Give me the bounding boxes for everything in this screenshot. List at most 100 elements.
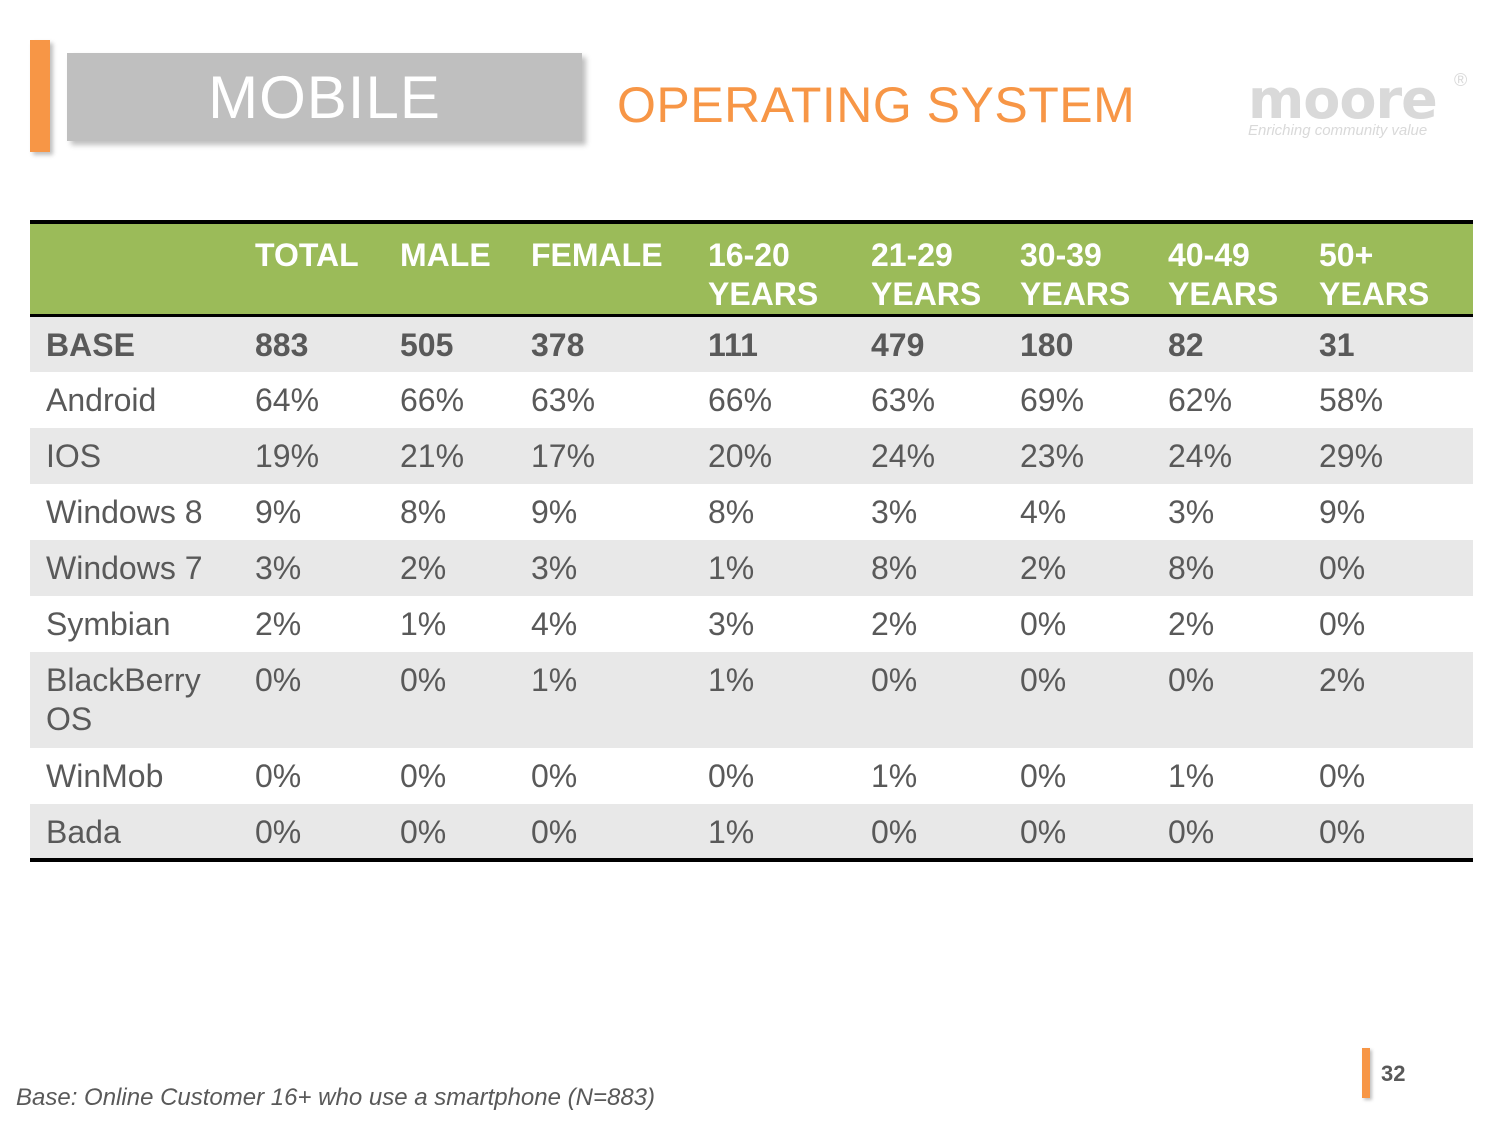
table-cell: 19% xyxy=(255,437,320,474)
column-header xyxy=(30,222,239,316)
table-row: IOS 19% 21% 17% 20% 24% 23% 24% 29% xyxy=(30,427,1473,484)
table-cell: 883 xyxy=(255,327,309,363)
column-header: 21-29 YEARS xyxy=(871,237,982,312)
table-cell: 2% xyxy=(1020,549,1067,586)
table-cell: 0% xyxy=(400,661,447,698)
table-cell: 2% xyxy=(400,549,447,586)
table-cell: 0% xyxy=(871,813,918,850)
table-cell: 2% xyxy=(255,605,302,642)
column-header: 40-49 YEARS xyxy=(1168,237,1279,312)
row-label: Android xyxy=(46,381,157,418)
table-cell: 0% xyxy=(1168,813,1215,850)
table-cell: 1% xyxy=(400,605,447,642)
table-cell: 3% xyxy=(708,605,755,642)
registered-mark: ® xyxy=(1454,70,1468,90)
table-cell: 24% xyxy=(871,437,936,474)
table-cell: 66% xyxy=(400,381,465,418)
table-row: Bada 0% 0% 0% 1% 0% 0% 0% 0% xyxy=(30,803,1473,860)
row-label: IOS xyxy=(46,437,102,474)
table-cell: 9% xyxy=(1319,493,1366,530)
table-cell: 4% xyxy=(1020,493,1067,530)
table-cell: 64% xyxy=(255,381,320,418)
slide-title: OPERATING SYSTEM xyxy=(617,77,1136,133)
column-header: MALE xyxy=(400,237,491,273)
table-cell: 0% xyxy=(871,661,918,698)
row-label: Windows 8 xyxy=(46,493,203,530)
table-cell: 69% xyxy=(1020,381,1085,418)
table-header-row: TOTAL MALE FEMALE 16-20 YEARS 21-29 YEAR… xyxy=(30,222,1473,316)
table-cell: 0% xyxy=(400,757,447,794)
table-cell: 0% xyxy=(531,813,578,850)
row-label: Windows 7 xyxy=(46,549,203,586)
table-cell: 8% xyxy=(400,493,447,530)
table-row: Windows 7 3% 2% 3% 1% 8% 2% 8% 0% xyxy=(30,539,1473,596)
table-row: Windows 8 9% 8% 9% 8% 3% 4% 3% 9% xyxy=(30,484,1473,540)
table-cell: 1% xyxy=(871,757,918,794)
column-header: FEMALE xyxy=(531,237,663,273)
table-cell: 8% xyxy=(1168,549,1215,586)
table-cell: 3% xyxy=(871,493,918,530)
table-cell: 4% xyxy=(531,605,578,642)
table-cell: 29% xyxy=(1319,437,1384,474)
table-cell: 3% xyxy=(1168,493,1215,530)
table-cell: 1% xyxy=(708,549,755,586)
table-cell: 0% xyxy=(1020,605,1067,642)
table-cell: 31 xyxy=(1319,327,1355,363)
column-header: 30-39 YEARS xyxy=(1020,237,1131,312)
table-cell: 0% xyxy=(708,757,755,794)
table-cell: 8% xyxy=(708,493,755,530)
table-cell: 66% xyxy=(708,381,773,418)
table-cell: 8% xyxy=(871,549,918,586)
table-cell: 21% xyxy=(400,437,465,474)
row-label: WinMob xyxy=(46,757,164,794)
table-cell: 2% xyxy=(871,605,918,642)
page-number: 32 xyxy=(1381,1061,1406,1086)
table-cell: 17% xyxy=(531,437,596,474)
table-cell: 9% xyxy=(531,493,578,530)
table-cell: 58% xyxy=(1319,381,1384,418)
table-cell: 82 xyxy=(1168,327,1204,363)
table-cell: 0% xyxy=(255,813,302,850)
table-row: BASE 883 505 378 111 479 180 82 31 xyxy=(30,315,1473,372)
table-cell: 0% xyxy=(1168,661,1215,698)
logo-wordmark: moore xyxy=(1248,68,1438,131)
table-cell: 1% xyxy=(1168,757,1215,794)
accent-bar xyxy=(30,40,50,152)
table-cell: 0% xyxy=(1020,813,1067,850)
table-cell: 0% xyxy=(1319,813,1366,850)
table-cell: 479 xyxy=(871,327,925,363)
table-cell: 23% xyxy=(1020,437,1085,474)
section-label-box: MOBILE xyxy=(67,53,582,141)
os-table: TOTAL MALE FEMALE 16-20 YEARS 21-29 YEAR… xyxy=(30,220,1473,862)
table-cell: 0% xyxy=(400,813,447,850)
row-label: Symbian xyxy=(46,605,171,642)
table-row: WinMob 0% 0% 0% 0% 1% 0% 1% 0% xyxy=(30,748,1473,804)
row-label: BlackBerry OS xyxy=(46,661,201,737)
moore-logo: moore ® Enriching community value xyxy=(1246,70,1476,150)
table-cell: 0% xyxy=(255,757,302,794)
table-cell: 20% xyxy=(708,437,773,474)
column-header: 50+ YEARS xyxy=(1319,237,1430,312)
table-cell: 62% xyxy=(1168,381,1233,418)
table-cell: 63% xyxy=(531,381,596,418)
table-row: BlackBerry OS 0% 0% 1% 1% 0% 0% 0% 2% xyxy=(30,651,1473,748)
row-label: Bada xyxy=(46,813,121,850)
table-cell: 1% xyxy=(708,661,755,698)
base-footnote: Base: Online Customer 16+ who use a smar… xyxy=(16,1084,656,1111)
table-cell: 24% xyxy=(1168,437,1233,474)
table-cell: 1% xyxy=(531,661,578,698)
logo-tagline: Enriching community value xyxy=(1248,122,1428,139)
table-cell: 0% xyxy=(1319,605,1366,642)
table-cell: 0% xyxy=(1319,549,1366,586)
table-cell: 180 xyxy=(1020,327,1074,363)
table-cell: 0% xyxy=(1020,757,1067,794)
column-header: 16-20 YEARS xyxy=(708,237,819,312)
table-cell: 3% xyxy=(255,549,302,586)
table-row: Android 64% 66% 63% 66% 63% 69% 62% 58% xyxy=(30,372,1473,428)
table-cell: 111 xyxy=(708,327,758,363)
table-row: Symbian 2% 1% 4% 3% 2% 0% 2% 0% xyxy=(30,596,1473,652)
table-cell: 0% xyxy=(255,661,302,698)
table-cell: 9% xyxy=(255,493,302,530)
table-cell: 2% xyxy=(1168,605,1215,642)
table-cell: 378 xyxy=(531,327,585,363)
